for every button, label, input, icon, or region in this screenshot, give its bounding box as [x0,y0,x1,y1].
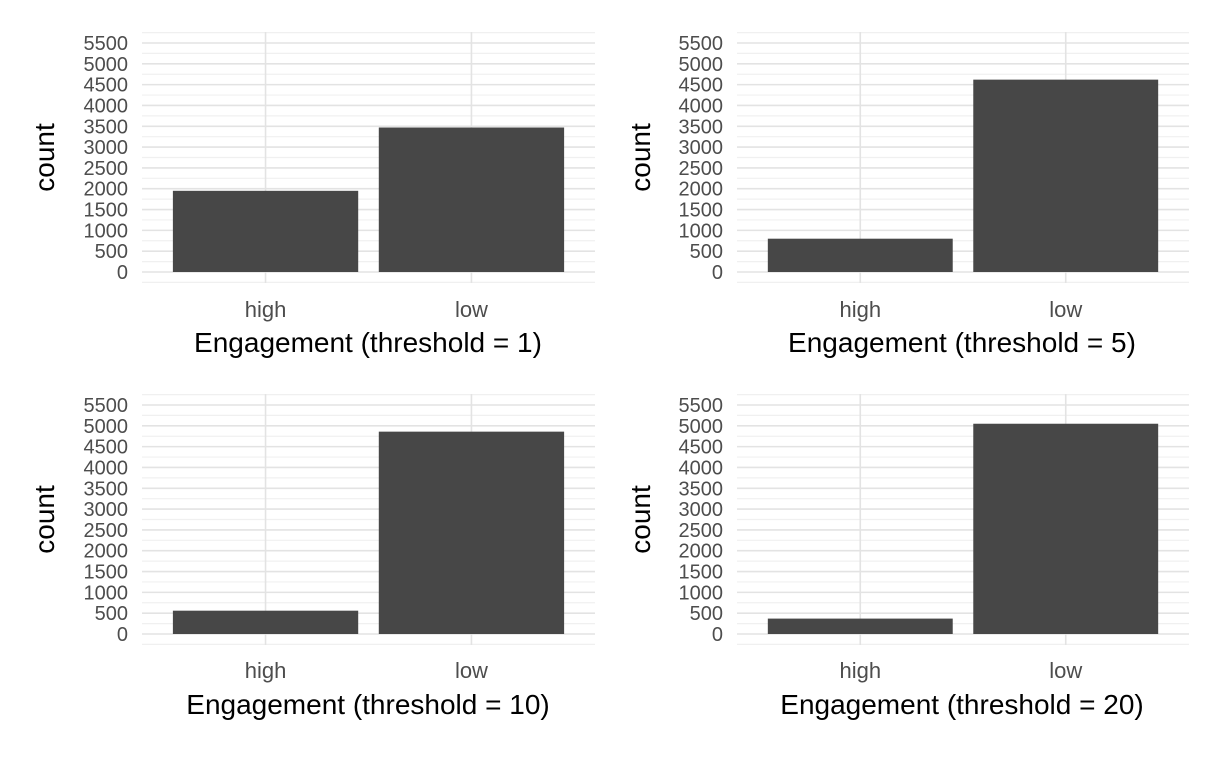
y-tick-label: 2000 [679,541,724,563]
y-tick-label: 1000 [679,220,724,242]
x-tick-label: low [1049,297,1082,322]
y-tick-label: 1000 [84,582,129,604]
y-tick-label: 4000 [679,95,724,117]
y-tick-label: 0 [712,624,723,646]
y-tick-label: 4500 [679,437,724,459]
y-tick-label: 4500 [679,75,724,97]
y-tick-label: 3500 [679,478,724,500]
bar-high [172,190,359,272]
x-axis-title: Engagement (threshold = 10) [186,689,549,720]
chart-panel-4: 0500100015002000250030003500400045005000… [625,393,1189,720]
y-tick-label: 2500 [84,158,129,180]
y-tick-label: 5500 [84,395,129,417]
y-axis-title: count [29,485,60,554]
y-tick-label: 500 [690,241,723,263]
y-tick-label: 2500 [84,520,129,542]
y-tick-label: 5500 [679,33,724,55]
y-tick-label: 5000 [679,54,724,76]
y-tick-label: 5500 [679,395,724,417]
y-tick-label: 3500 [84,478,129,500]
x-tick-label: high [839,297,881,322]
x-tick-label: low [1049,658,1082,683]
y-tick-label: 2000 [84,179,129,201]
y-tick-label: 0 [117,262,128,284]
y-axis-title: count [625,123,656,192]
x-axis-title: Engagement (threshold = 5) [788,327,1136,358]
x-axis-title: Engagement (threshold = 1) [194,327,542,358]
x-tick-label: high [245,297,287,322]
y-tick-label: 1500 [84,562,129,584]
y-tick-label: 1000 [84,220,129,242]
chart-panel-3: 0500100015002000250030003500400045005000… [29,393,595,720]
y-tick-label: 3000 [84,499,129,521]
x-tick-label: low [455,658,488,683]
y-tick-label: 2000 [84,541,129,563]
bar-low [378,431,565,634]
y-tick-label: 5000 [679,416,724,438]
y-tick-label: 1500 [679,562,724,584]
y-axis-title: count [29,123,60,192]
y-tick-label: 0 [712,262,723,284]
y-tick-label: 1000 [679,582,724,604]
y-tick-label: 500 [95,241,128,263]
y-tick-label: 4000 [84,95,129,117]
y-tick-label: 2500 [679,158,724,180]
y-axis-title: count [625,485,656,554]
x-axis-title: Engagement (threshold = 20) [780,689,1143,720]
x-tick-label: high [245,658,287,683]
y-tick-label: 4500 [84,75,129,97]
y-tick-label: 500 [690,603,723,625]
y-tick-label: 3500 [679,116,724,138]
y-tick-label: 500 [95,603,128,625]
x-tick-label: low [455,297,488,322]
y-tick-label: 1500 [84,200,129,222]
y-tick-label: 4500 [84,437,129,459]
x-tick-label: high [839,658,881,683]
y-tick-label: 2000 [679,179,724,201]
y-tick-label: 5000 [84,54,129,76]
y-tick-label: 3000 [679,499,724,521]
y-tick-label: 4000 [84,457,129,479]
chart-panel-1: 0500100015002000250030003500400045005000… [29,31,595,358]
bar-high [172,610,359,634]
y-tick-label: 0 [117,624,128,646]
bar-low [973,79,1159,272]
bar-low [973,423,1159,634]
y-tick-label: 5000 [84,416,129,438]
y-tick-label: 2500 [679,520,724,542]
y-tick-label: 3500 [84,116,129,138]
y-tick-label: 3000 [679,137,724,159]
y-tick-label: 4000 [679,457,724,479]
chart-panel-2: 0500100015002000250030003500400045005000… [625,31,1189,358]
y-tick-label: 1500 [679,200,724,222]
bar-high [767,238,953,272]
y-tick-label: 3000 [84,137,129,159]
bar-high [767,618,953,634]
bar-low [378,127,565,272]
y-tick-label: 5500 [84,33,129,55]
